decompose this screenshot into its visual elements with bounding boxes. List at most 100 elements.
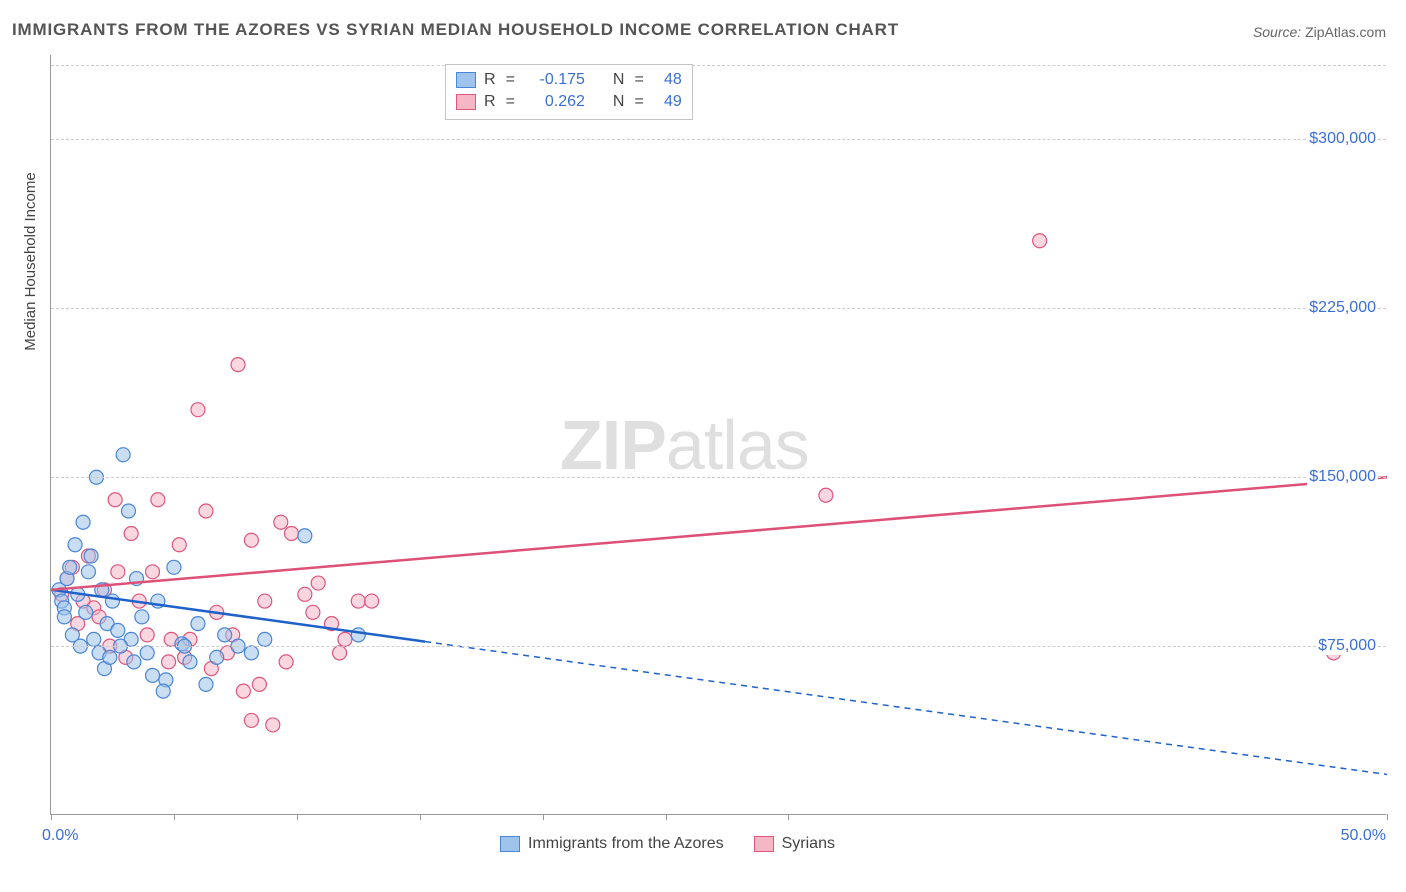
data-point — [81, 565, 95, 579]
y-tick-label: $300,000 — [1307, 130, 1378, 148]
x-tick — [666, 814, 667, 820]
data-point — [338, 632, 352, 646]
gridline-h — [51, 646, 1386, 647]
data-point — [199, 504, 213, 518]
n-value-0: 48 — [654, 69, 682, 91]
x-tick — [51, 814, 52, 820]
x-max-label: 50.0% — [1341, 827, 1386, 845]
data-point — [311, 576, 325, 590]
stats-row-0: R= -0.175 N= 48 — [456, 69, 682, 91]
data-point — [284, 527, 298, 541]
bottom-swatch-0 — [500, 836, 520, 852]
data-point — [199, 677, 213, 691]
data-point — [87, 632, 101, 646]
source-value: ZipAtlas.com — [1305, 24, 1386, 40]
r-value-1: 0.262 — [525, 91, 585, 113]
data-point — [68, 538, 82, 552]
data-point — [121, 504, 135, 518]
x-tick — [420, 814, 421, 820]
gridline-h — [51, 65, 1386, 66]
data-point — [140, 646, 154, 660]
data-point — [218, 628, 232, 642]
data-point — [306, 605, 320, 619]
source-attribution: Source: ZipAtlas.com — [1253, 24, 1386, 40]
source-label: Source: — [1253, 24, 1301, 40]
data-point — [819, 488, 833, 502]
data-point — [244, 646, 258, 660]
data-point — [172, 538, 186, 552]
data-point — [298, 587, 312, 601]
data-point — [151, 493, 165, 507]
data-point — [108, 493, 122, 507]
data-point — [111, 623, 125, 637]
data-point — [63, 560, 77, 574]
gridline-h — [51, 308, 1386, 309]
stats-row-1: R= 0.262 N= 49 — [456, 91, 682, 113]
chart-title: IMMIGRANTS FROM THE AZORES VS SYRIAN MED… — [12, 20, 899, 40]
data-point — [76, 515, 90, 529]
data-point — [236, 684, 250, 698]
data-point — [274, 515, 288, 529]
data-point — [351, 628, 365, 642]
n-value-1: 49 — [654, 91, 682, 113]
data-point — [231, 358, 245, 372]
data-point — [156, 684, 170, 698]
trend-line-dashed — [425, 642, 1387, 775]
x-tick — [788, 814, 789, 820]
data-point — [298, 529, 312, 543]
stats-legend: R= -0.175 N= 48 R= 0.262 N= 49 — [445, 64, 693, 120]
data-point — [191, 617, 205, 631]
legend-swatch-0 — [456, 72, 476, 88]
plot-svg — [51, 55, 1386, 814]
data-point — [1033, 234, 1047, 248]
data-point — [279, 655, 293, 669]
x-min-label: 0.0% — [42, 827, 78, 845]
y-axis-label: Median Household Income — [22, 172, 39, 350]
data-point — [116, 448, 130, 462]
data-point — [244, 533, 258, 547]
data-point — [135, 610, 149, 624]
data-point — [183, 655, 197, 669]
x-tick — [174, 814, 175, 820]
legend-label-1: Syrians — [782, 835, 835, 853]
data-point — [266, 718, 280, 732]
legend-swatch-1 — [456, 94, 476, 110]
data-point — [210, 650, 224, 664]
data-point — [124, 527, 138, 541]
bottom-legend: Immigrants from the Azores Syrians — [500, 835, 835, 853]
data-point — [351, 594, 365, 608]
data-point — [57, 610, 71, 624]
plot-area: $75,000 $150,000 $225,000 $300,000 — [50, 55, 1386, 815]
bottom-swatch-1 — [754, 836, 774, 852]
data-point — [244, 713, 258, 727]
y-tick-label: $225,000 — [1307, 299, 1378, 317]
r-value-0: -0.175 — [525, 69, 585, 91]
legend-label-0: Immigrants from the Azores — [528, 835, 724, 853]
y-tick-label: $75,000 — [1316, 637, 1378, 655]
data-point — [162, 655, 176, 669]
data-point — [146, 565, 160, 579]
legend-item-1: Syrians — [754, 835, 835, 853]
data-point — [127, 655, 141, 669]
x-tick — [297, 814, 298, 820]
data-point — [252, 677, 266, 691]
data-point — [140, 628, 154, 642]
data-point — [365, 594, 379, 608]
data-point — [111, 565, 125, 579]
data-point — [146, 668, 160, 682]
data-point — [84, 549, 98, 563]
legend-item-0: Immigrants from the Azores — [500, 835, 724, 853]
x-tick — [1387, 814, 1388, 820]
data-point — [191, 403, 205, 417]
gridline-h — [51, 139, 1386, 140]
data-point — [167, 560, 181, 574]
data-point — [79, 605, 93, 619]
y-tick-label: $150,000 — [1307, 468, 1378, 486]
chart-container: IMMIGRANTS FROM THE AZORES VS SYRIAN MED… — [0, 0, 1406, 892]
data-point — [105, 594, 119, 608]
data-point — [258, 632, 272, 646]
data-point — [258, 594, 272, 608]
x-tick — [543, 814, 544, 820]
data-point — [103, 650, 117, 664]
data-point — [333, 646, 347, 660]
